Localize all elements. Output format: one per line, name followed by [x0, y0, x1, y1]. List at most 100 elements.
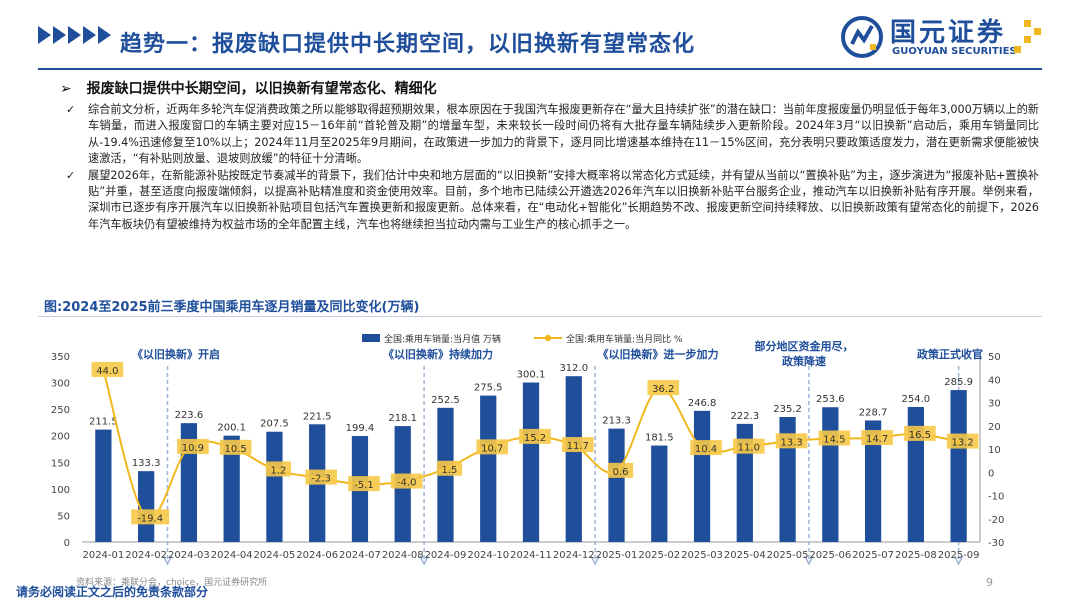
annotation-arrow-icon	[953, 555, 964, 566]
x-tick-label: 2024-07	[339, 550, 381, 561]
y-right-tick-label: -20	[988, 515, 1004, 526]
yoy-label-box	[607, 462, 634, 478]
y-left-tick-label: 200	[51, 432, 70, 443]
figure-title: 图:2024至2025前三季度中国乘用车逐月销量及同比变化(万辆)	[44, 300, 420, 315]
bullet-item: ✓ 综合前文分析，近两年多轮汽车促消费政策之所以能够取得超预期效果，根本原因在于…	[64, 102, 1039, 168]
bar-value-label: 222.3	[730, 411, 759, 422]
yoy-value-label: 44.0	[96, 366, 118, 377]
x-tick-label: 2025-04	[724, 550, 766, 561]
x-tick-label: 2025-08	[895, 550, 937, 561]
x-tick-label: 2024-04	[211, 550, 253, 561]
bar-value-label: 228.7	[859, 407, 888, 418]
y-left-tick-label: 150	[51, 458, 70, 469]
yoy-label-box	[733, 438, 765, 454]
guoyuan-logo-icon	[841, 16, 883, 58]
x-tick-label: 2024-11	[510, 550, 552, 561]
yoy-value-label: 11.0	[738, 443, 760, 454]
bar-value-label: 285.9	[944, 377, 973, 388]
yoy-label-box	[131, 509, 170, 525]
y-left-tick-label: 0	[64, 538, 70, 549]
annotation-label: 《以旧换新》进一步加力	[598, 347, 719, 361]
yoy-value-label: 13.2	[951, 438, 973, 449]
bar	[950, 390, 967, 542]
yoy-value-label: 13.3	[780, 437, 802, 448]
yoy-value-label: -2.3	[311, 474, 331, 485]
chevron-right-icon	[38, 26, 111, 44]
x-tick-label: 2024-08	[382, 550, 424, 561]
bar	[822, 407, 839, 542]
bar	[608, 428, 625, 542]
annotation-label: 政策降速	[782, 354, 826, 368]
bar	[266, 431, 283, 542]
x-tick-label: 2025-06	[809, 550, 851, 561]
checkmark-icon: ✓	[66, 168, 76, 182]
bar-value-label: 254.0	[902, 394, 931, 405]
bar-value-label: 253.6	[816, 394, 845, 405]
yoy-label-box	[519, 428, 551, 444]
annotation-arrow-icon	[590, 555, 600, 566]
bar	[480, 395, 497, 542]
yoy-label-box	[647, 380, 680, 396]
yoy-value-label: 14.7	[866, 434, 888, 445]
yoy-value-label: 10.4	[695, 444, 717, 455]
bar-value-label: 200.1	[217, 423, 246, 434]
yoy-value-label: -19.4	[137, 513, 163, 524]
header-divider	[38, 68, 1042, 70]
bullet-text: 综合前文分析，近两年多轮汽车促消费政策之所以能够取得超预期效果，根本原因在于我国…	[88, 103, 1039, 166]
annotation-label: 部分地区资金用尽，	[755, 339, 854, 353]
yoy-value-label: -4.0	[397, 478, 417, 489]
yoy-value-label: 14.5	[823, 435, 845, 446]
x-tick-label: 2025-03	[681, 550, 723, 561]
yoy-value-label: 36.2	[652, 384, 674, 395]
subtitle-text: 报废缺口提供中长期空间，以旧换新有望常态化、精细化	[86, 81, 437, 97]
figure-divider	[38, 316, 1042, 317]
bar-value-label: 252.5	[431, 395, 460, 406]
yoy-label-box	[690, 440, 722, 456]
bar	[223, 435, 240, 542]
bar	[95, 429, 112, 542]
bar-value-label: 199.4	[346, 423, 375, 434]
legend-line-label: 全国:乘用车销量:当月同比 %	[566, 333, 683, 345]
yoy-value-label: 15.2	[524, 433, 546, 444]
bar-value-label: 213.3	[602, 416, 631, 427]
bar-value-label: 133.3	[132, 458, 161, 469]
bullet-list: ✓ 综合前文分析，近两年多轮汽车促消费政策之所以能够取得超预期效果，根本原因在于…	[64, 102, 1039, 233]
bar	[522, 382, 540, 542]
legend-bar-label: 全国:乘用车销量:当月值 万辆	[384, 333, 501, 345]
yoy-value-label: 11.7	[567, 441, 589, 452]
bullet-text: 展望2026年，在新能源补贴按既定节奏减半的背景下，我们估计中央和地方层面的“以…	[88, 168, 1039, 231]
yoy-label-box	[265, 461, 292, 477]
yoy-label-box	[177, 438, 209, 454]
y-left-tick-label: 350	[51, 352, 70, 363]
x-tick-label: 2024-03	[168, 550, 210, 561]
yoy-value-label: 10.9	[182, 443, 204, 454]
bullet-item: ✓ 展望2026年，在新能源补贴按既定节奏减半的背景下，我们估计中央和地方层面的…	[64, 168, 1039, 234]
source-note: 资料来源：乘联分会，choice，国元证券研究所	[76, 578, 268, 588]
yoy-label-box	[818, 430, 851, 446]
y-left-tick-label: 100	[51, 485, 70, 496]
annotation-arrow-icon	[162, 555, 173, 566]
x-tick-label: 2025-09	[938, 550, 980, 561]
arrow-icon: ➢	[60, 81, 72, 97]
section-subtitle: ➢ 报废缺口提供中长期空间，以旧换新有望常态化、精细化	[60, 78, 437, 98]
logo-english: GUOYUAN SECURITIES	[892, 46, 1017, 57]
x-tick-label: 2025-05	[767, 550, 809, 561]
x-tick-label: 2024-01	[82, 550, 124, 561]
y-right-tick-label: 40	[988, 375, 1001, 386]
yoy-label-box	[476, 439, 509, 455]
sales-chart: 0 50 100 150 200 250 300 350 -30 -20 -10 0 10 20 30 40 5…	[51, 333, 1004, 566]
annotation-label: 《以旧换新》持续加力	[383, 347, 493, 361]
x-tick-label: 2024-12	[553, 550, 595, 561]
y-left-tick-label: 250	[51, 405, 70, 416]
logo: 国元证券 GUOYUAN SECURITIES	[840, 12, 1050, 62]
yoy-label-box	[219, 439, 252, 455]
annotation-label: 《以旧换新》开启	[132, 347, 220, 361]
y-left-tick-label: 300	[51, 379, 70, 390]
logo-name: 国元证券	[890, 18, 1007, 48]
bar-value-label: 235.2	[773, 404, 802, 415]
bar	[693, 410, 711, 542]
yoy-label-box	[390, 473, 423, 489]
x-tick-label: 2025-07	[852, 550, 894, 561]
page-number: 9	[986, 576, 993, 589]
bar-value-label: 300.1	[517, 370, 546, 381]
